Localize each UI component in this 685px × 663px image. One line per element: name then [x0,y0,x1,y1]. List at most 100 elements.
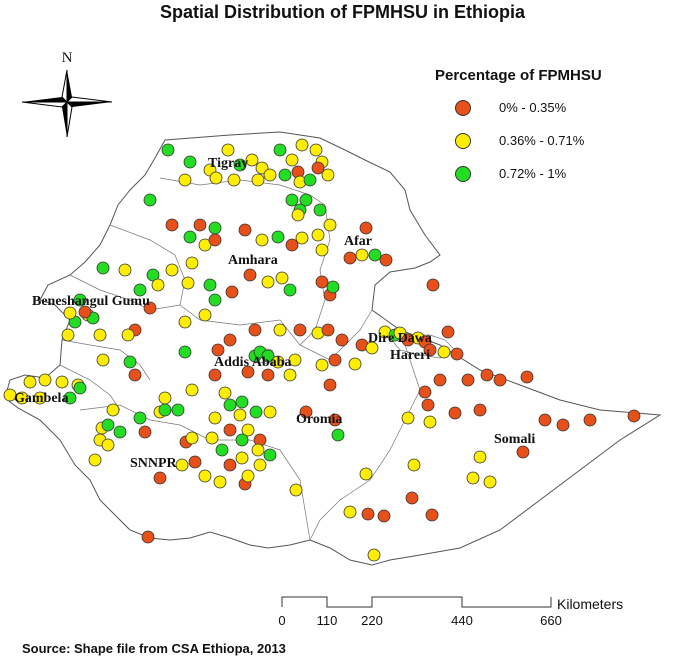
legend-label-mid: 0.36% - 0.71% [499,133,585,148]
map-dot [627,409,641,423]
map-dot [426,278,440,292]
map-dot [328,353,342,367]
map-dot [583,413,597,427]
map-dot [393,326,407,340]
map-dot [223,458,237,472]
map-dot [23,375,37,389]
map-dot [241,469,255,483]
map-dot [309,143,323,157]
map-dot [251,173,265,187]
map-dot [55,375,69,389]
map-dot [299,193,313,207]
map-dot [348,357,362,371]
map-dot [213,475,227,489]
map-dot [235,433,249,447]
map-dot [263,168,277,182]
map-dot [313,203,327,217]
map-dot [261,275,275,289]
map-dot [198,238,212,252]
map-dot [15,391,29,405]
map-dot [178,345,192,359]
map-dot [183,155,197,169]
map-dot [261,368,275,382]
map-dot [461,373,475,387]
map-dot [138,425,152,439]
map-dot [331,428,345,442]
map-dot [283,283,297,297]
map-dot [123,355,137,369]
map-dot [241,423,255,437]
map-dot [165,218,179,232]
map-dot [361,507,375,521]
map-dot [78,305,92,319]
map-dot [121,328,135,342]
map-dot [448,406,462,420]
map-dot [556,418,570,432]
map-dot [315,243,329,257]
map-dot [96,353,110,367]
map-dot [198,469,212,483]
map-dot [285,153,299,167]
map-dot [178,315,192,329]
map-dot [311,161,325,175]
map-dot [181,276,195,290]
map-dot [251,443,265,457]
region-label-hareri: Hareri [390,348,430,363]
map-dot [248,323,262,337]
map-dot [185,431,199,445]
source-note: Source: Shape file from CSA Ethiopa, 201… [22,641,286,656]
map-dot [423,343,437,357]
map-dot [198,308,212,322]
scale-tick-660: 660 [540,613,562,628]
map-dot [295,138,309,152]
north-arrow-icon: N [21,50,113,138]
map-dot [343,505,357,519]
map-dot [323,378,337,392]
map-dot [143,193,157,207]
map-dot [328,413,342,427]
map-dot [73,293,87,307]
legend-label-high: 0.72% - 1% [499,166,567,181]
map-dot [175,458,189,472]
map-dot [241,365,255,379]
map-dot [235,395,249,409]
map-dot [365,341,379,355]
map-dot [61,328,75,342]
map-dot [218,386,232,400]
map-dot [209,171,223,185]
map-dot [473,450,487,464]
map-dot [401,411,415,425]
map-dot [273,143,287,157]
map-dot [407,458,421,472]
map-dot [208,368,222,382]
map-dot [359,221,373,235]
map-dot [233,408,247,422]
map-dot [243,268,257,282]
map-dot [185,256,199,270]
map-dot [368,248,382,262]
map-dot [161,143,175,157]
map-dot [255,161,269,175]
map-dot [33,391,47,405]
map-dot [315,275,329,289]
map-dot [193,218,207,232]
map-dot [235,451,249,465]
map-dot [285,193,299,207]
map-dot [211,343,225,357]
map-dot [315,358,329,372]
map-dot [205,431,219,445]
region-label-snnpr: SNNPR [130,456,178,471]
map-dot [441,325,455,339]
region-labels: Tigray Afar Amhara Beneshangul Gumu Dire… [14,156,535,471]
map-dot [101,418,115,432]
map-dot [291,208,305,222]
legend-title: Percentage of FPMHSU [435,67,602,84]
map-dot [335,333,349,347]
map-dot [253,458,267,472]
country-outline [4,131,662,566]
region-label-tigray: Tigray [208,156,248,171]
map-dot [158,391,172,405]
map-dot [263,405,277,419]
legend-dot-low [455,100,471,116]
